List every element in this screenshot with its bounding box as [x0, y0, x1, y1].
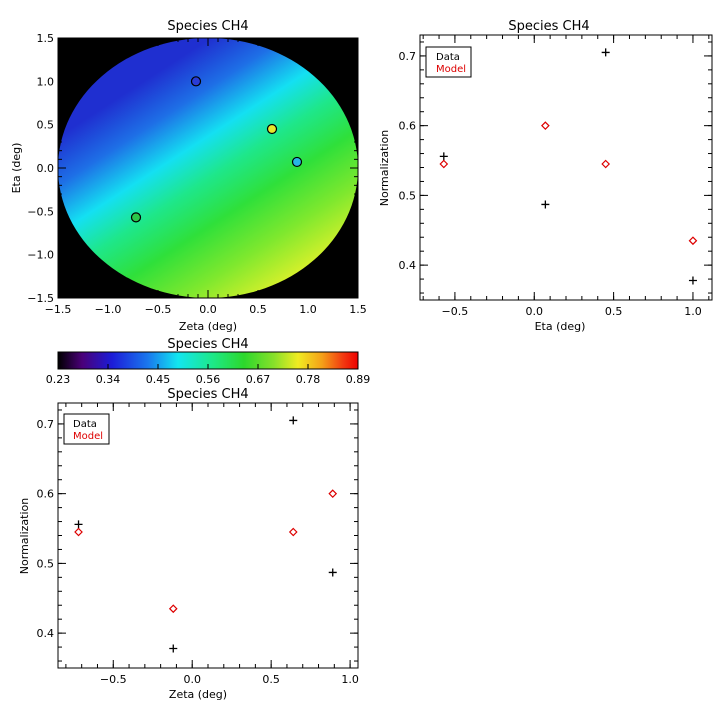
zeta-xlabel: Zeta (deg): [169, 688, 227, 701]
eta-data-point-2: [601, 48, 610, 57]
zeta-ytick-label: 0.6: [37, 488, 55, 501]
eta-xtick-label: 0.5: [605, 305, 623, 318]
eta-legend-data: Data: [436, 52, 460, 63]
colorbar-tick-label: 0.89: [346, 373, 371, 386]
eta-data-point-1: [541, 200, 550, 209]
zeta-xtick-label: 0.0: [183, 673, 201, 686]
map-xtick-label: 0.5: [249, 303, 267, 316]
eta-ytick-label: 0.6: [399, 120, 417, 133]
zeta-panel: Species CH4 −0.5 0.0 0.5 1.0 0.4 0.5 0.6 0.7 D…: [18, 387, 359, 701]
map-point-3: [130, 212, 142, 223]
eta-legend-model: Model: [436, 64, 466, 75]
zeta-data-point-3: [328, 568, 337, 577]
map-point-0: [190, 76, 202, 87]
zeta-ytick-label: 0.4: [37, 627, 55, 640]
eta-model-point-3: [688, 236, 698, 246]
eta-legend: [425, 46, 472, 78]
map-ytick-label: −1.5: [27, 292, 54, 305]
zeta-data-point-1: [169, 644, 178, 653]
colorbar-tick-label: 0.45: [146, 373, 171, 386]
eta-xtick-label: 1.0: [684, 305, 702, 318]
eta-xlabel: Eta (deg): [535, 320, 586, 333]
eta-model-point-2: [601, 159, 611, 169]
colorbar-tick-label: 0.78: [296, 373, 321, 386]
zeta-ytick-label: 0.7: [37, 418, 55, 431]
eta-data-point-3: [688, 276, 697, 285]
map-point-2: [291, 156, 303, 168]
map-disk: [58, 38, 358, 298]
map-xtick-label: −1.5: [45, 303, 72, 316]
map-ytick-label: 0.5: [37, 119, 55, 132]
map-ytick-label: −1.0: [27, 249, 54, 262]
map-ytick-label: 1.0: [37, 75, 55, 88]
map-ytick-label: 1.5: [37, 32, 55, 45]
eta-ytick-label: 0.5: [399, 189, 417, 202]
eta-data-point-0: [439, 152, 448, 161]
map-xtick-label: 1.0: [299, 303, 317, 316]
zeta-model-point-1: [168, 604, 178, 614]
zeta-legend-model: Model: [73, 431, 103, 442]
map-xtick-label: −1.0: [95, 303, 122, 316]
zeta-legend-data: Data: [73, 419, 97, 430]
map-xtick-label: 1.5: [349, 303, 367, 316]
zeta-xtick-label: 1.0: [341, 673, 359, 686]
map-title: Species CH4: [167, 19, 248, 34]
eta-ytick-label: 0.7: [399, 50, 417, 63]
eta-title: Species CH4: [508, 19, 589, 34]
map-xtick-label: −0.5: [145, 303, 172, 316]
zeta-legend: [63, 413, 110, 445]
colorbar-tick-label: 0.34: [96, 373, 121, 386]
zeta-model-point-3: [328, 489, 338, 499]
map-panel: Species CH4 −1.5 −1.0 −0.5 0.0 0.5 1.0 1.5 −1.…: [10, 19, 367, 333]
zeta-data-point-2: [289, 416, 298, 425]
colorbar-tick-label: 0.67: [246, 373, 271, 386]
map-point-1: [266, 123, 278, 135]
colorbar-title: Species CH4: [167, 337, 248, 352]
map-xtick-label: 0.0: [199, 303, 217, 316]
eta-model-point-0: [439, 159, 449, 169]
map-xlabel: Zeta (deg): [179, 320, 237, 333]
zeta-model-point-2: [288, 527, 298, 537]
eta-panel: Species CH4 −0.5 0.0 0.5 1.0 0.4 0.5 0.6 0.7 D…: [378, 19, 713, 333]
eta-ytick-label: 0.4: [399, 259, 417, 272]
zeta-xtick-label: 0.5: [262, 673, 280, 686]
zeta-model-point-0: [74, 527, 83, 537]
eta-xtick-label: −0.5: [442, 305, 469, 318]
eta-model-point-1: [541, 121, 550, 131]
eta-xtick-label: 0.0: [526, 305, 544, 318]
zeta-data-point-0: [74, 520, 83, 529]
colorbar-tick-label: 0.56: [196, 373, 221, 386]
map-ytick-label: 0.0: [37, 162, 55, 175]
map-ylabel: Eta (deg): [10, 143, 23, 194]
eta-ylabel: Normalization: [378, 130, 391, 206]
colorbar-tick-label: 0.23: [46, 373, 71, 386]
zeta-title: Species CH4: [167, 387, 248, 402]
zeta-xtick-label: −0.5: [100, 673, 127, 686]
zeta-ytick-label: 0.5: [37, 557, 55, 570]
map-ytick-label: −0.5: [27, 205, 54, 218]
zeta-ylabel: Normalization: [18, 498, 31, 574]
colorbar-panel: Species CH4 0.23 0.34 0.45 0.56 0.67 0.78 0.89: [46, 337, 371, 386]
